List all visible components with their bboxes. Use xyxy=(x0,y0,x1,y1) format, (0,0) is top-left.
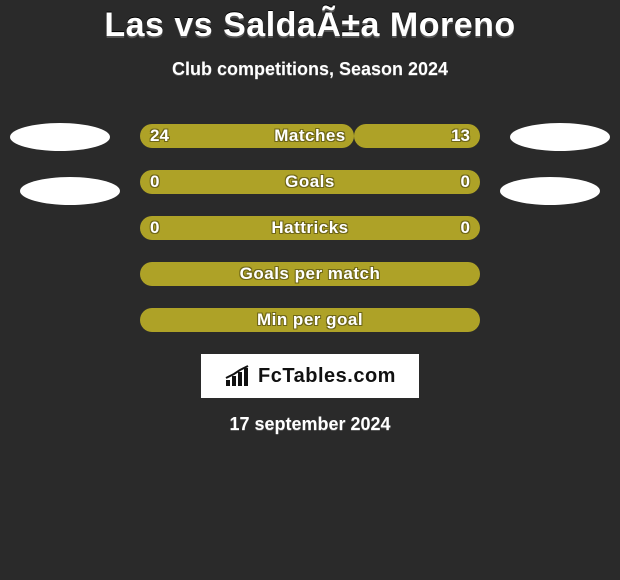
stat-row-matches: 24 Matches 13 xyxy=(140,124,480,148)
player-badge-left-1 xyxy=(10,123,110,151)
player-badge-right-1 xyxy=(510,123,610,151)
stat-label: Min per goal xyxy=(140,310,480,330)
logo-text: FcTables.com xyxy=(258,365,396,388)
stat-label: Goals per match xyxy=(140,264,480,284)
bar-chart-icon xyxy=(224,364,252,388)
value-right: 13 xyxy=(451,126,470,146)
comparison-widget: Las vs SaldaÃ±a Moreno Club competitions… xyxy=(0,0,620,580)
stat-row-goals: 0 Goals 0 xyxy=(140,170,480,194)
subtitle: Club competitions, Season 2024 xyxy=(0,59,620,80)
date-label: 17 september 2024 xyxy=(0,414,620,435)
value-right: 0 xyxy=(461,218,470,238)
player-badge-right-2 xyxy=(500,177,600,205)
stat-rows: 24 Matches 13 0 Goals 0 0 Hattricks 0 Go… xyxy=(140,124,480,332)
site-logo[interactable]: FcTables.com xyxy=(201,354,419,398)
stat-row-goals-per-match: Goals per match xyxy=(140,262,480,286)
stat-row-hattricks: 0 Hattricks 0 xyxy=(140,216,480,240)
stat-row-min-per-goal: Min per goal xyxy=(140,308,480,332)
stat-label: Goals xyxy=(140,172,480,192)
stat-label: Hattricks xyxy=(140,218,480,238)
value-right: 0 xyxy=(461,172,470,192)
stat-label: Matches xyxy=(140,126,480,146)
page-title: Las vs SaldaÃ±a Moreno xyxy=(0,0,620,45)
player-badge-left-2 xyxy=(20,177,120,205)
